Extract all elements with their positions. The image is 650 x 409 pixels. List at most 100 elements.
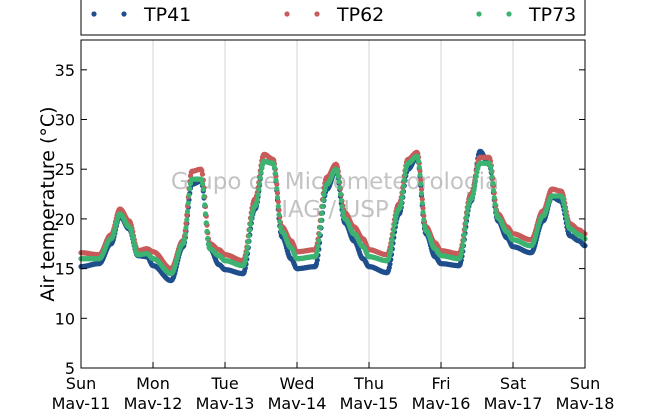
legend-marker bbox=[284, 11, 290, 17]
data-point bbox=[256, 181, 263, 187]
data-point bbox=[185, 200, 191, 206]
data-point bbox=[461, 232, 467, 238]
x-tick-day-label: Mon bbox=[136, 374, 170, 393]
legend-label: TP62 bbox=[336, 4, 384, 26]
data-point bbox=[493, 207, 499, 213]
data-point bbox=[399, 194, 405, 201]
data-point bbox=[277, 219, 283, 225]
y-tick-label: 25 bbox=[55, 160, 75, 179]
data-point bbox=[205, 235, 211, 242]
data-point bbox=[335, 173, 341, 180]
data-point bbox=[336, 179, 342, 185]
data-point bbox=[420, 209, 426, 215]
y-tick-label: 15 bbox=[55, 260, 75, 279]
data-point bbox=[337, 191, 344, 197]
data-point bbox=[203, 220, 209, 226]
data-point bbox=[319, 210, 325, 216]
data-point bbox=[248, 216, 254, 222]
legend-marker bbox=[476, 11, 482, 17]
data-point bbox=[387, 261, 393, 267]
data-point bbox=[473, 173, 479, 180]
data-series bbox=[78, 148, 588, 284]
data-point bbox=[257, 175, 263, 181]
data-point bbox=[321, 192, 327, 198]
data-point bbox=[339, 203, 345, 210]
x-axis: SunMav-11MonMav-12TueMav-13WedMav-14ThuM… bbox=[52, 362, 615, 409]
x-tick-day-label: Sun bbox=[66, 374, 96, 393]
data-point bbox=[490, 188, 497, 194]
data-point bbox=[340, 209, 346, 215]
data-point bbox=[184, 208, 191, 215]
data-point bbox=[314, 248, 320, 254]
data-point bbox=[275, 199, 281, 205]
data-point bbox=[562, 205, 568, 211]
data-point bbox=[471, 187, 477, 193]
data-point bbox=[337, 185, 343, 191]
y-tick-label: 30 bbox=[55, 111, 75, 130]
legend-box bbox=[80, 0, 586, 36]
x-tick-date-label: Mav-13 bbox=[196, 394, 255, 409]
data-point bbox=[462, 226, 468, 232]
y-tick-label: 5 bbox=[65, 359, 75, 378]
data-point bbox=[181, 236, 188, 242]
legend-marker bbox=[121, 11, 127, 17]
data-point bbox=[199, 181, 206, 187]
data-point bbox=[388, 246, 394, 252]
data-point bbox=[275, 203, 281, 209]
data-point bbox=[204, 228, 210, 234]
data-point bbox=[244, 249, 250, 255]
x-tick-date-label: Mav-11 bbox=[52, 394, 111, 409]
x-tick-date-label: Mav-18 bbox=[556, 394, 615, 409]
legend-marker bbox=[91, 11, 97, 17]
watermark-text: IAG / USP bbox=[281, 197, 389, 223]
data-point bbox=[490, 180, 496, 187]
data-point bbox=[316, 238, 322, 244]
data-point bbox=[491, 195, 497, 201]
data-point bbox=[400, 189, 406, 195]
y-axis: 5 10 15 20 25 30 35 bbox=[55, 61, 585, 378]
data-point bbox=[562, 209, 569, 215]
data-point bbox=[472, 183, 478, 189]
y-tick-label: 10 bbox=[55, 309, 75, 328]
data-point bbox=[460, 242, 466, 248]
data-point bbox=[402, 172, 408, 178]
data-point bbox=[460, 237, 467, 243]
data-point bbox=[563, 214, 569, 220]
gridlines bbox=[152, 40, 514, 368]
data-point bbox=[202, 202, 208, 208]
data-point bbox=[420, 205, 426, 211]
data-point bbox=[561, 201, 567, 207]
data-point bbox=[334, 169, 341, 176]
y-axis-title: Air temperature (°C) bbox=[37, 106, 59, 301]
data-point bbox=[415, 158, 422, 164]
data-point bbox=[489, 174, 495, 180]
data-point bbox=[418, 187, 425, 193]
data-point bbox=[254, 196, 260, 202]
data-point bbox=[418, 177, 424, 183]
legend-label: TP41 bbox=[143, 4, 191, 26]
data-point bbox=[273, 177, 279, 183]
data-point bbox=[459, 247, 465, 253]
data-point bbox=[338, 197, 344, 204]
data-point bbox=[244, 244, 251, 250]
data-point bbox=[255, 192, 261, 198]
data-point bbox=[401, 177, 407, 183]
data-point bbox=[316, 231, 323, 237]
x-tick-day-label: Tue bbox=[210, 374, 238, 393]
data-point bbox=[245, 239, 251, 245]
data-point bbox=[246, 233, 252, 239]
data-point bbox=[400, 183, 407, 189]
x-tick-date-label: Mav-17 bbox=[484, 394, 543, 409]
data-point bbox=[419, 200, 425, 206]
data-point bbox=[388, 242, 395, 248]
x-tick-day-label: Sat bbox=[500, 374, 526, 393]
x-tick-day-label: Thu bbox=[353, 374, 384, 393]
data-point bbox=[391, 222, 398, 228]
data-point bbox=[243, 254, 249, 260]
y-tick-label: 35 bbox=[55, 61, 75, 80]
x-tick-day-label: Sun bbox=[570, 374, 600, 393]
data-point bbox=[256, 186, 262, 192]
data-point bbox=[274, 181, 280, 187]
legend: TP41 TP62 TP73 bbox=[80, 0, 586, 36]
